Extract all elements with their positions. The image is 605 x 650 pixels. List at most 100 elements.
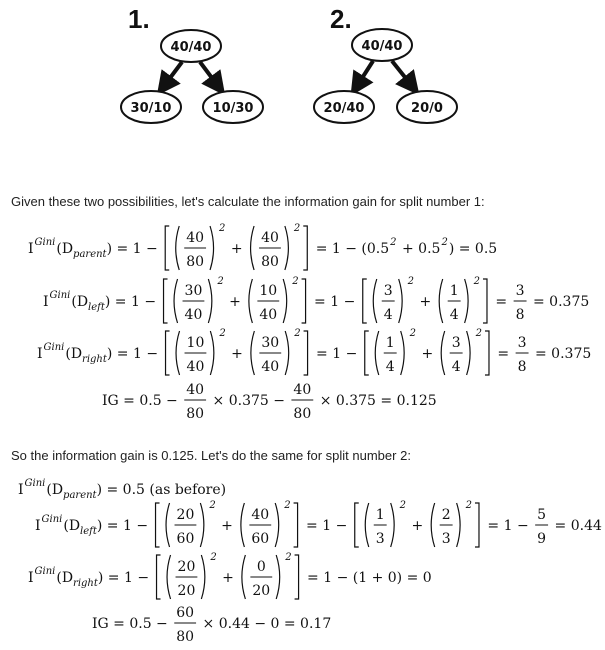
numerator: 40 <box>186 230 204 246</box>
bracket <box>354 502 359 548</box>
math-text: = 1 − <box>483 518 533 534</box>
node <box>313 90 375 124</box>
math-text: (D <box>63 518 80 534</box>
bracket <box>284 330 290 376</box>
superscript: 2 <box>216 276 223 287</box>
numerator: 1 <box>386 335 395 351</box>
bracket <box>474 502 480 548</box>
node-label: 40/40 <box>362 39 403 54</box>
superscript: Gini <box>44 342 65 353</box>
bracket <box>164 225 170 271</box>
bracket <box>165 502 171 548</box>
denominator: 4 <box>450 307 459 323</box>
superscript: 2 <box>291 276 298 287</box>
math-text: + <box>415 294 436 310</box>
math-text: = 0.375 <box>531 346 592 362</box>
denominator: 20 <box>252 583 270 599</box>
arrow <box>350 59 375 97</box>
superscript: Gini <box>35 566 56 577</box>
tree-number: 2. <box>330 4 352 34</box>
bracket <box>164 330 170 376</box>
equation: I Gini (D left) = 1 − 20 60 2 + 40 60 2 = 1 − 1… <box>35 500 602 548</box>
superscript: 2 <box>293 328 300 339</box>
node <box>120 90 182 124</box>
paragraph: So the information gain is 0.125. Let's … <box>11 448 411 463</box>
numerator: 40 <box>251 507 269 523</box>
denominator: 40 <box>259 307 277 323</box>
denominator: 3 <box>442 531 451 547</box>
bracket <box>173 278 179 324</box>
math-text: = 1 − (0.5 <box>311 241 389 257</box>
math-text: I <box>28 570 34 586</box>
math-text: I <box>18 482 24 498</box>
node <box>396 90 458 124</box>
superscript: 2 <box>389 237 396 248</box>
superscript: 2 <box>399 500 406 511</box>
numerator: 20 <box>177 507 195 523</box>
denominator: 80 <box>261 254 279 270</box>
math-text: IG = 0.5 − <box>102 393 182 409</box>
superscript: 2 <box>284 552 291 563</box>
bracket <box>209 330 215 376</box>
equation: I Gini (D right) = 1 − 20 20 2 + 0 20 2 = 1 − (… <box>28 552 432 600</box>
denominator: 40 <box>185 307 203 323</box>
subscript: left <box>80 526 98 537</box>
denominator: 4 <box>384 307 393 323</box>
math-text: = 0.44 <box>550 518 602 534</box>
superscript: Gini <box>50 290 71 301</box>
denominator: 20 <box>178 583 196 599</box>
math-text: = 1 − <box>310 294 360 310</box>
numerator: 20 <box>178 559 196 575</box>
bracket <box>464 278 469 324</box>
denominator: 80 <box>176 629 194 645</box>
superscript: 2 <box>465 500 472 511</box>
math-text: + <box>407 518 428 534</box>
bracket <box>364 330 369 376</box>
math-text: I <box>37 346 43 362</box>
numerator: 0 <box>257 559 266 575</box>
math-text: (D <box>56 241 73 257</box>
bracket <box>166 554 172 600</box>
bracket <box>390 502 395 548</box>
tree-1: 1. 40/40 30/10 10/30 <box>120 4 264 124</box>
math-text: + <box>227 346 248 362</box>
superscript: Gini <box>35 237 56 248</box>
math-text: ) = 1 − <box>107 346 163 362</box>
bracket <box>200 554 206 600</box>
numerator: 3 <box>516 283 525 299</box>
denominator: 40 <box>261 359 279 375</box>
paragraph: Given these two possibilities, let's cal… <box>11 194 485 209</box>
numerator: 60 <box>176 605 194 621</box>
math-text: × 0.375 = 0.125 <box>315 393 436 409</box>
arrow <box>198 60 226 96</box>
math-text: = <box>491 294 512 310</box>
bracket <box>282 278 288 324</box>
node-label: 20/0 <box>411 101 443 116</box>
math-text: × 0.44 − 0 = 0.17 <box>198 616 331 632</box>
numerator: 3 <box>452 335 461 351</box>
bracket <box>241 554 246 600</box>
bracket <box>209 225 215 271</box>
bracket <box>275 554 281 600</box>
bracket <box>400 330 405 376</box>
superscript: 2 <box>293 223 300 234</box>
bracket <box>303 330 309 376</box>
numerator: 10 <box>187 335 205 351</box>
bracket <box>274 502 280 548</box>
bracket <box>362 278 367 324</box>
math-text: = 1 − (1 + 0) = 0 <box>303 570 432 586</box>
superscript: 2 <box>407 276 414 287</box>
node-label: 30/10 <box>131 101 172 116</box>
node <box>202 90 264 124</box>
equation: I Gini (D parent) = 0.5 (as before) <box>18 478 226 501</box>
denominator: 3 <box>376 531 385 547</box>
bracket <box>250 330 255 376</box>
subscript: parent <box>63 490 98 501</box>
math-text: + <box>218 570 239 586</box>
denominator: 8 <box>518 359 527 375</box>
math-text: IG = 0.5 − <box>92 616 172 632</box>
superscript: 2 <box>473 276 480 287</box>
numerator: 5 <box>537 507 546 523</box>
math-text: = 1 − <box>302 518 352 534</box>
